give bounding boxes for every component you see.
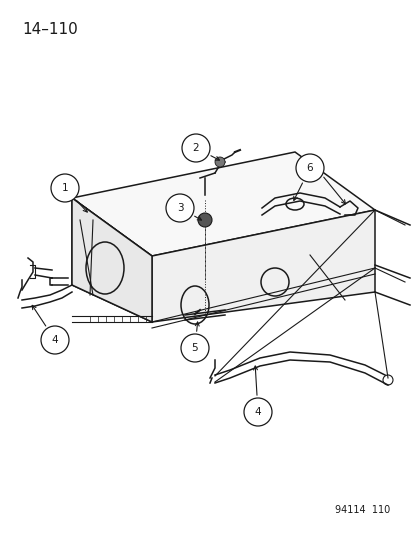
Circle shape [41, 326, 69, 354]
Text: 3: 3 [176, 203, 183, 213]
Circle shape [295, 154, 323, 182]
Polygon shape [152, 210, 374, 322]
Text: 4: 4 [254, 407, 261, 417]
Polygon shape [72, 198, 152, 322]
Circle shape [197, 213, 211, 227]
Text: 1: 1 [62, 183, 68, 193]
Text: 2: 2 [192, 143, 199, 153]
Polygon shape [72, 152, 374, 256]
Circle shape [166, 194, 194, 222]
Text: 94114  110: 94114 110 [334, 505, 389, 515]
Circle shape [51, 174, 79, 202]
Circle shape [182, 134, 209, 162]
Text: 5: 5 [191, 343, 198, 353]
Circle shape [214, 157, 224, 167]
Polygon shape [72, 198, 152, 322]
Text: 6: 6 [306, 163, 313, 173]
Circle shape [180, 334, 209, 362]
Text: 14–110: 14–110 [22, 22, 78, 37]
Circle shape [243, 398, 271, 426]
Text: 4: 4 [52, 335, 58, 345]
